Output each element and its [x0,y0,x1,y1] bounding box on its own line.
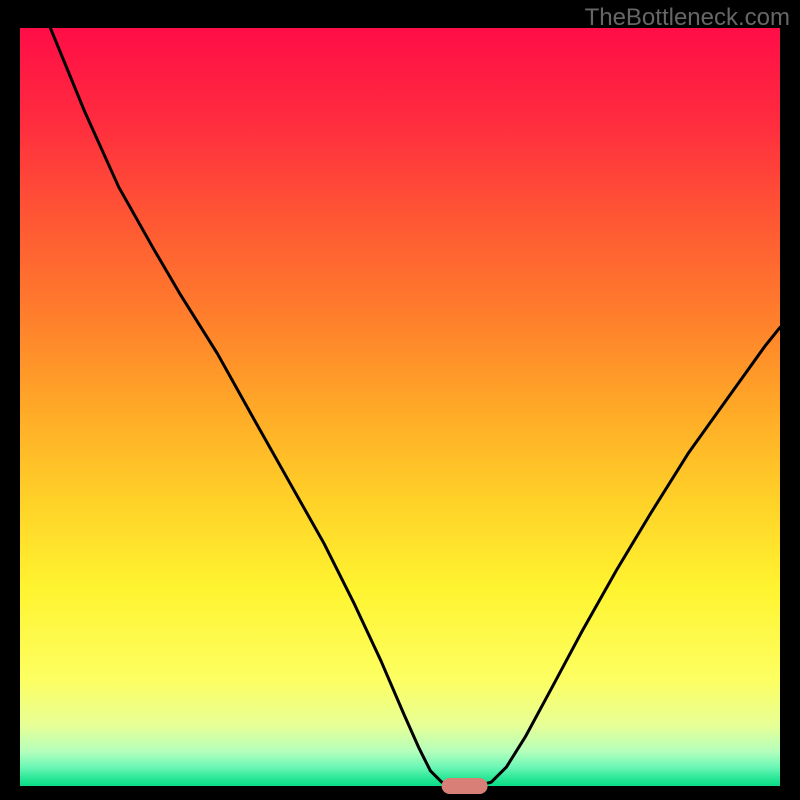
chart-svg [0,0,800,800]
chart-canvas: TheBottleneck.com [0,0,800,800]
selection-marker [442,778,488,794]
plot-background [20,28,780,786]
watermark-text: TheBottleneck.com [585,4,790,32]
